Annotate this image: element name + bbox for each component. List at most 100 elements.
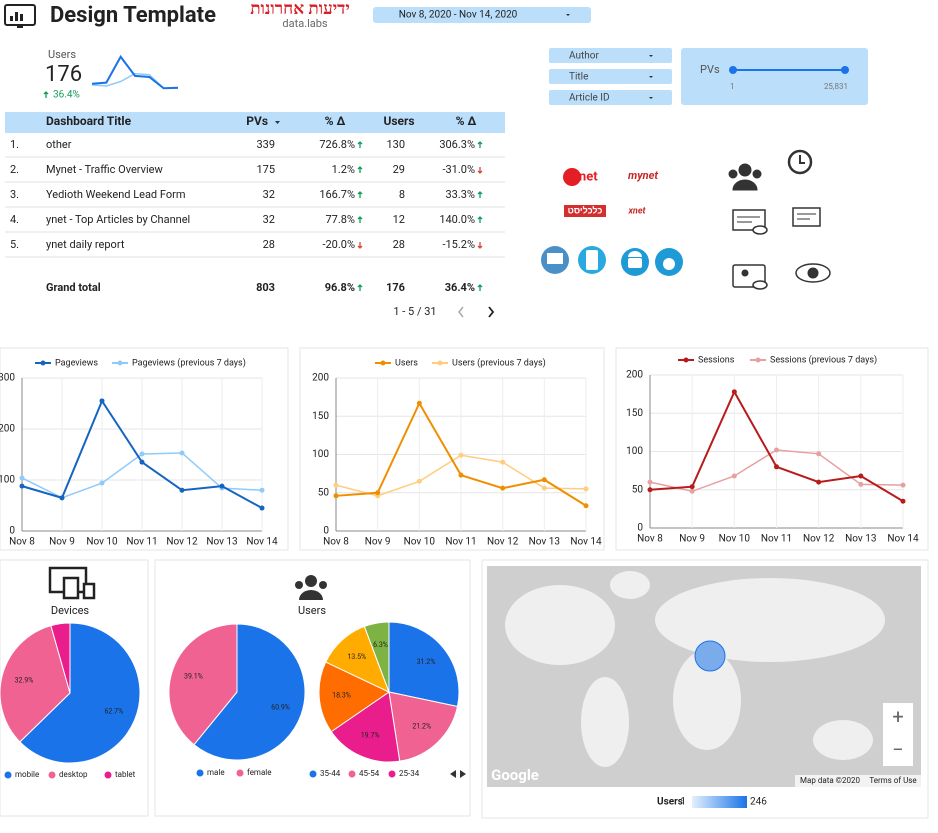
table-cell: 130 — [386, 138, 405, 151]
point — [541, 477, 547, 483]
map-footer — [795, 775, 921, 787]
legend-label: tablet — [115, 770, 136, 779]
dropdown-caret — [649, 55, 653, 57]
slider-min: 1 — [730, 82, 735, 91]
pie-slice — [193, 623, 306, 761]
filter-label[interactable]: Title — [569, 72, 588, 83]
table-header[interactable]: % Δ — [325, 114, 346, 128]
pie-slice — [388, 691, 459, 762]
legend-label: mobile — [15, 770, 39, 779]
table-total: 96.8% — [325, 281, 355, 294]
table-header[interactable]: Users — [383, 114, 414, 128]
x-tick-label: Nov 12 — [803, 534, 835, 545]
x-tick-label: Nov 10 — [86, 537, 118, 548]
table-cell: 28 — [263, 238, 275, 251]
table-cell: 32 — [263, 213, 275, 226]
scorecard-value: 176 — [45, 62, 82, 87]
sparkline — [91, 54, 179, 90]
y-tick-label: 100 — [312, 449, 329, 460]
x-tick-label: Nov 14 — [246, 537, 278, 548]
table-total: 176 — [386, 281, 405, 294]
sort-caret — [275, 121, 280, 124]
pie-slice — [330, 691, 401, 763]
x-tick-label: Nov 12 — [166, 537, 198, 548]
point — [731, 473, 737, 479]
chart-card — [615, 347, 929, 551]
table-header[interactable]: % Δ — [456, 114, 477, 128]
slice-label: 31.2% — [417, 658, 436, 666]
page-prev[interactable] — [458, 306, 464, 318]
date-picker[interactable]: Nov 8, 2020 - Nov 14, 2020 — [373, 7, 591, 23]
filter-dropdown[interactable] — [549, 69, 672, 84]
scorecard-label: Users — [48, 48, 76, 61]
zoom-in[interactable]: + — [892, 704, 903, 728]
pie-slice — [19, 622, 141, 764]
filter-label[interactable]: Author — [569, 51, 599, 62]
filter-dropdown[interactable] — [549, 90, 672, 105]
legend-pager[interactable] — [450, 770, 466, 778]
pie-slice — [318, 661, 391, 733]
y-tick-label: 200 — [0, 424, 15, 435]
table-cell: 29 — [393, 163, 405, 176]
x-tick-label: Nov 14 — [570, 537, 602, 548]
table-cell: ynet daily report — [46, 238, 125, 251]
x-tick-label: Nov 10 — [719, 534, 751, 545]
x-tick-label: Nov 13 — [845, 534, 876, 545]
map-attribution: Google — [491, 766, 539, 784]
y-tick-label: 200 — [312, 373, 329, 384]
filter-dropdown[interactable] — [549, 48, 672, 63]
slider-handle-max[interactable] — [841, 66, 849, 74]
scorecard-delta: 36.4% — [53, 90, 80, 101]
y-tick-label: 0 — [9, 526, 15, 537]
trend-up — [477, 191, 483, 198]
slice-label: 62.7% — [104, 707, 123, 715]
x-tick-label: Nov 10 — [404, 537, 436, 548]
legend-dot — [388, 770, 396, 778]
page-title: Design Template — [50, 3, 216, 28]
date-picker-box[interactable] — [373, 7, 591, 23]
trend-up — [43, 91, 49, 98]
map-legend-min: 1 — [680, 797, 686, 808]
x-tick-label: Nov 8 — [323, 537, 349, 548]
trend-down — [477, 242, 483, 249]
trend-up — [357, 191, 363, 198]
y-tick-label: 0 — [323, 526, 329, 537]
point — [458, 452, 464, 458]
page-next[interactable] — [488, 306, 495, 318]
x-tick-label: Nov 13 — [206, 537, 237, 548]
point — [375, 490, 381, 496]
legend-label: 25-34 — [399, 769, 420, 778]
dropdown-caret — [566, 14, 570, 16]
point — [816, 479, 822, 485]
legend-dot — [380, 360, 386, 366]
map-terms[interactable]: Terms of Use — [869, 776, 916, 785]
zoom-panel — [883, 703, 913, 766]
point — [99, 480, 105, 486]
map — [487, 566, 921, 787]
legend-dot — [348, 770, 356, 778]
trend-down — [477, 167, 483, 174]
point — [583, 503, 589, 509]
zoom-out[interactable]: − — [892, 737, 903, 761]
filter-label[interactable]: Article ID — [569, 93, 610, 104]
slider-handle-min[interactable] — [729, 66, 737, 74]
x-tick-label: Nov 8 — [9, 537, 35, 548]
point — [541, 485, 547, 491]
table-cell: other — [46, 138, 72, 151]
table-cell: 3. — [10, 188, 19, 201]
table-header[interactable]: PVs — [246, 114, 268, 128]
date-range[interactable]: Nov 8, 2020 - Nov 14, 2020 — [399, 10, 518, 21]
users-icon — [295, 575, 327, 600]
point — [139, 451, 145, 457]
map-legend-gradient — [692, 796, 747, 808]
map-legend-label: Users — [657, 797, 683, 808]
table-cell: 32 — [263, 188, 275, 201]
y-tick-label: 50 — [632, 484, 644, 495]
legend-label: 35-44 — [320, 769, 341, 778]
point — [19, 483, 25, 489]
point — [179, 450, 185, 456]
platform-icons — [541, 246, 683, 276]
point — [689, 484, 695, 490]
table-cell: -31.0% — [442, 163, 475, 176]
